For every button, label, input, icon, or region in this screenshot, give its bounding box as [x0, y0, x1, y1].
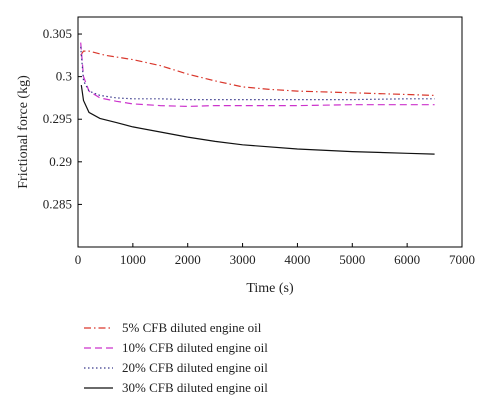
legend-label: 30% CFB diluted engine oil: [122, 380, 268, 395]
x-tick-label: 1000: [120, 252, 146, 267]
x-tick-label: 0: [75, 252, 82, 267]
plot-frame: [77, 16, 463, 248]
x-tick-label: 6000: [394, 252, 420, 267]
series-line: [80, 46, 435, 101]
series-line: [80, 85, 435, 155]
x-tick-label: 3000: [230, 252, 256, 267]
legend-label: 10% CFB diluted engine oil: [122, 340, 268, 355]
series-line: [80, 50, 435, 96]
y-tick-label: 0.3: [56, 69, 72, 84]
axis-ticks: 0 1000 2000 3000 4000 5000 6000 7000 0.285 0.29 0.…: [43, 26, 475, 267]
x-tick-label: 4000: [284, 252, 310, 267]
y-tick-label: 0.285: [43, 196, 72, 211]
y-tick-label: 0.295: [43, 111, 72, 126]
legend-label: 5% CFB diluted engine oil: [122, 320, 262, 335]
y-tick-label: 0.29: [49, 154, 72, 169]
x-tick-label: 2000: [175, 252, 201, 267]
y-tick-label: 0.305: [43, 26, 72, 41]
legend-label: 20% CFB diluted engine oil: [122, 360, 268, 375]
x-tick-label: 5000: [339, 252, 365, 267]
y-axis-title: Frictional force (kg): [16, 75, 31, 189]
series-lines: [80, 42, 435, 155]
series-line: [80, 42, 435, 108]
x-axis-title: Time (s): [246, 281, 294, 296]
x-tick-label: 7000: [449, 252, 475, 267]
legend: 5% CFB diluted engine oil 10% CFB diluted…: [84, 320, 268, 395]
